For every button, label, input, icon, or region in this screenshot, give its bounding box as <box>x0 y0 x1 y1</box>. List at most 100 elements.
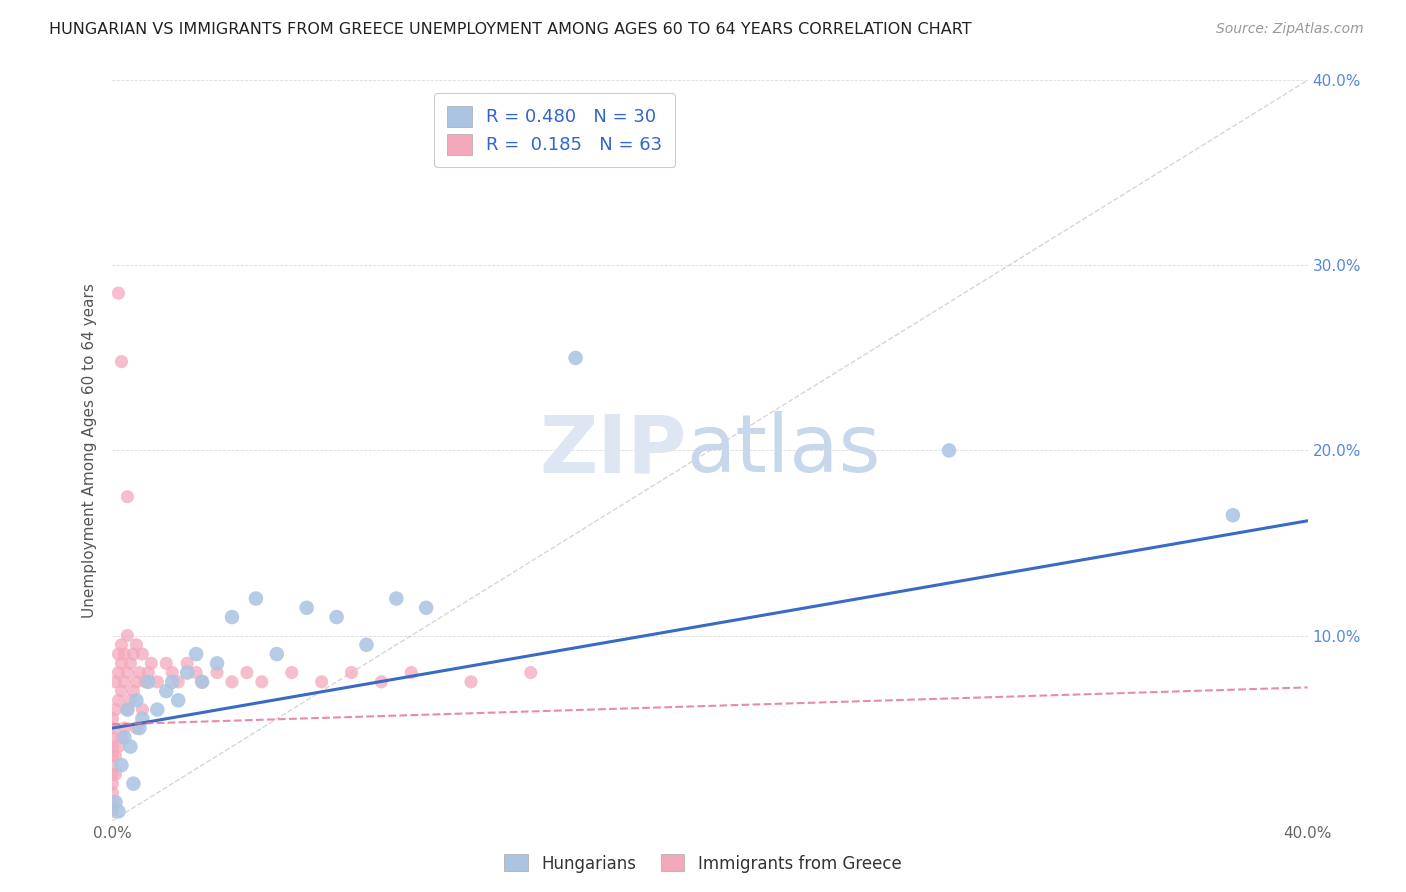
Point <box>122 647 145 661</box>
Point <box>114 674 135 689</box>
Point <box>107 665 129 680</box>
Point <box>460 674 482 689</box>
Point <box>101 712 124 726</box>
Point <box>107 739 129 754</box>
Point <box>110 731 132 745</box>
Point <box>131 712 153 726</box>
Point <box>186 665 208 680</box>
Point <box>104 748 127 763</box>
Point <box>266 647 288 661</box>
Point <box>104 703 127 717</box>
Point <box>191 674 214 689</box>
Point <box>162 665 183 680</box>
Point <box>131 647 153 661</box>
Point <box>104 674 127 689</box>
Y-axis label: Unemployment Among Ages 60 to 64 years: Unemployment Among Ages 60 to 64 years <box>82 283 97 618</box>
Point <box>250 674 273 689</box>
Point <box>141 657 163 671</box>
Point <box>107 693 129 707</box>
Point <box>114 647 135 661</box>
Point <box>205 665 228 680</box>
Point <box>104 795 127 809</box>
Point <box>110 657 132 671</box>
Point <box>117 628 139 642</box>
Point <box>138 665 160 680</box>
Point <box>205 657 228 671</box>
Point <box>401 665 423 680</box>
Point <box>1222 508 1244 523</box>
Point <box>117 703 139 717</box>
Point <box>138 674 160 689</box>
Point <box>114 721 135 735</box>
Point <box>236 665 259 680</box>
Point <box>520 665 543 680</box>
Point <box>370 674 392 689</box>
Point <box>101 748 124 763</box>
Point <box>101 721 124 735</box>
Point <box>385 591 408 606</box>
Point <box>325 610 347 624</box>
Point <box>245 591 267 606</box>
Point <box>340 665 363 680</box>
Point <box>415 600 437 615</box>
Point <box>107 286 129 301</box>
Point <box>125 638 148 652</box>
Point <box>110 354 132 368</box>
Text: atlas: atlas <box>686 411 880 490</box>
Point <box>120 739 142 754</box>
Point <box>128 665 150 680</box>
Point <box>155 657 177 671</box>
Point <box>117 665 139 680</box>
Point <box>104 767 127 781</box>
Point <box>114 731 135 745</box>
Point <box>281 665 304 680</box>
Point <box>120 693 142 707</box>
Point <box>101 767 124 781</box>
Point <box>107 647 129 661</box>
Legend: R = 0.480   N = 30, R =  0.185   N = 63: R = 0.480 N = 30, R = 0.185 N = 63 <box>434 93 675 167</box>
Point <box>101 795 124 809</box>
Text: HUNGARIAN VS IMMIGRANTS FROM GREECE UNEMPLOYMENT AMONG AGES 60 TO 64 YEARS CORRE: HUNGARIAN VS IMMIGRANTS FROM GREECE UNEM… <box>49 22 972 37</box>
Point <box>564 351 586 365</box>
Text: ZIP: ZIP <box>538 411 686 490</box>
Point <box>356 638 378 652</box>
Point <box>131 703 153 717</box>
Point <box>176 657 198 671</box>
Point <box>186 647 208 661</box>
Point <box>134 674 156 689</box>
Text: Source: ZipAtlas.com: Source: ZipAtlas.com <box>1216 22 1364 37</box>
Point <box>110 684 132 698</box>
Point <box>110 758 132 772</box>
Point <box>167 674 190 689</box>
Point <box>125 674 148 689</box>
Point <box>295 600 318 615</box>
Point <box>311 674 333 689</box>
Point <box>101 731 124 745</box>
Point <box>120 657 142 671</box>
Point <box>122 776 145 791</box>
Point <box>117 703 139 717</box>
Point <box>146 674 169 689</box>
Point <box>167 693 190 707</box>
Legend: Hungarians, Immigrants from Greece: Hungarians, Immigrants from Greece <box>498 847 908 880</box>
Point <box>101 758 124 772</box>
Point <box>107 805 129 819</box>
Point <box>122 684 145 698</box>
Point <box>101 776 124 791</box>
Point <box>125 693 148 707</box>
Point <box>155 684 177 698</box>
Point <box>221 674 243 689</box>
Point <box>162 674 183 689</box>
Point <box>101 786 124 800</box>
Point <box>191 674 214 689</box>
Point <box>117 490 139 504</box>
Point <box>176 665 198 680</box>
Point <box>128 721 150 735</box>
Point <box>146 703 169 717</box>
Point <box>938 443 960 458</box>
Point <box>125 721 148 735</box>
Point <box>101 805 124 819</box>
Point <box>101 739 124 754</box>
Point <box>110 638 132 652</box>
Point <box>221 610 243 624</box>
